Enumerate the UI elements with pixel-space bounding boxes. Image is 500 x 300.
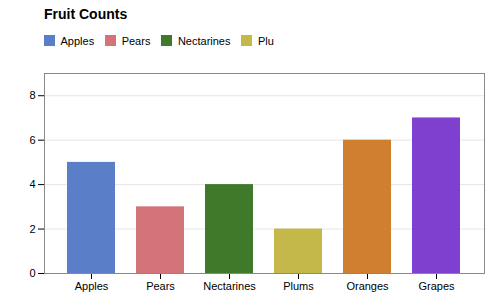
svg-text:0: 0 xyxy=(29,267,35,279)
svg-text:Plums: Plums xyxy=(283,280,314,292)
html-text:Nectarines: Nectarines xyxy=(177,34,231,47)
html-text:Apples: Apples xyxy=(60,34,95,47)
html-text:Fruit Counts: Fruit Counts xyxy=(44,6,128,22)
html-text:Plu: Plu xyxy=(258,34,274,47)
svg-text:8: 8 xyxy=(29,89,35,101)
svg-text:Grapes: Grapes xyxy=(418,280,455,292)
svg-text:Apples: Apples xyxy=(75,280,109,292)
html-text:Pears: Pears xyxy=(121,34,151,47)
svg-text:2: 2 xyxy=(29,222,35,234)
svg-text:4: 4 xyxy=(29,178,35,190)
svg-text:6: 6 xyxy=(29,133,35,145)
svg-text:Pears: Pears xyxy=(146,280,175,292)
svg-text:Nectarines: Nectarines xyxy=(203,280,256,292)
svg-text:Oranges: Oranges xyxy=(346,280,389,292)
